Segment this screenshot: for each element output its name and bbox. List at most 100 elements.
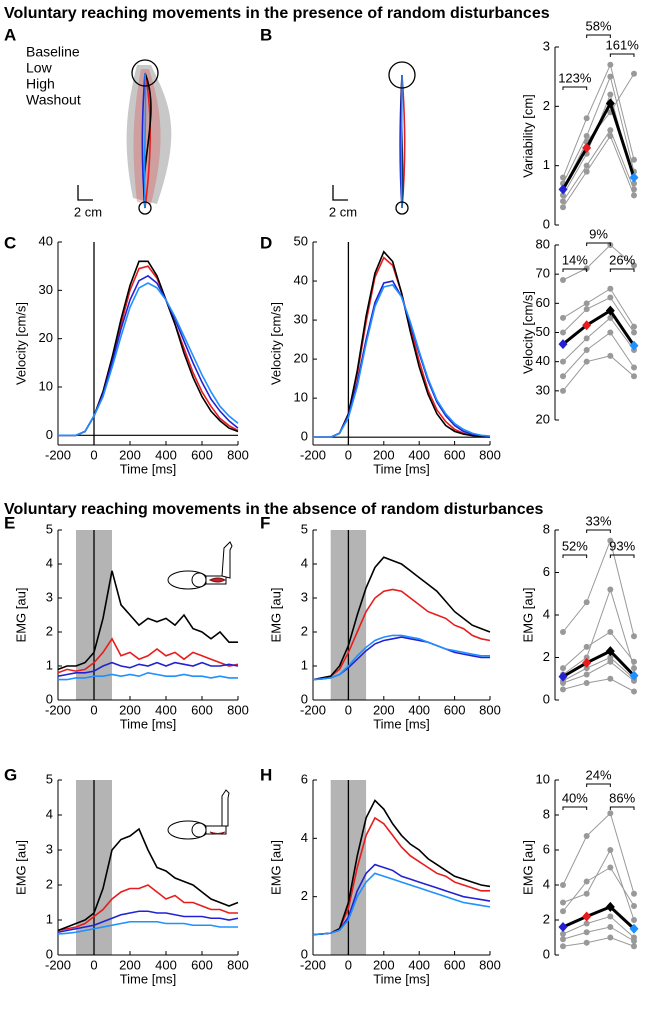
comparison-label: 9% bbox=[589, 226, 608, 241]
y-tick-label: 4 bbox=[543, 606, 550, 621]
subject-line bbox=[562, 244, 635, 281]
y-tick-label: 5 bbox=[46, 521, 53, 536]
comparison-label: 52% bbox=[562, 538, 588, 553]
subject-point bbox=[631, 323, 637, 330]
x-tick-label: 200 bbox=[119, 447, 141, 462]
target bbox=[388, 61, 416, 89]
subject-line bbox=[562, 134, 635, 208]
mean-point bbox=[558, 339, 568, 350]
subject-line bbox=[562, 915, 635, 938]
x-tick-label: 800 bbox=[479, 702, 501, 717]
subject-point bbox=[607, 352, 614, 359]
subject-point bbox=[631, 917, 637, 923]
y-tick-label: 20 bbox=[294, 351, 308, 366]
subject-point bbox=[560, 686, 566, 693]
y-axis-label: EMG [au] bbox=[13, 840, 28, 895]
y-tick-label: 10 bbox=[536, 771, 550, 786]
y-tick-label: 6 bbox=[543, 841, 550, 856]
series-line bbox=[313, 284, 491, 438]
subject-point bbox=[583, 347, 590, 353]
subject-point bbox=[560, 198, 566, 205]
forearm bbox=[221, 789, 230, 827]
subject-point bbox=[560, 931, 566, 937]
comparison-label: 26% bbox=[609, 252, 635, 267]
x-axis-label: Time [ms] bbox=[120, 971, 177, 986]
y-tick-label: 2 bbox=[301, 623, 308, 638]
muscle bbox=[209, 831, 226, 835]
subject-point bbox=[560, 174, 566, 181]
subject-point bbox=[560, 314, 566, 321]
comparison-label: 58% bbox=[585, 18, 611, 33]
subject-point bbox=[583, 306, 590, 313]
section-heading: Voluntary reaching movements in the pres… bbox=[4, 5, 550, 22]
head bbox=[191, 822, 207, 838]
subject-line bbox=[562, 936, 635, 947]
series-line bbox=[58, 282, 239, 437]
subject-point bbox=[583, 680, 590, 686]
series-line bbox=[312, 634, 490, 681]
subject-point bbox=[583, 162, 590, 169]
subject-point bbox=[631, 903, 637, 909]
comparison-label: 14% bbox=[562, 252, 588, 267]
y-tick-label: 30 bbox=[536, 382, 550, 397]
x-tick-label: -200 bbox=[300, 447, 326, 462]
y-tick-label: 6 bbox=[543, 564, 550, 579]
mean-point bbox=[605, 98, 615, 109]
y-axis-label: Velocity [cm/s] bbox=[13, 302, 28, 385]
subject-point bbox=[560, 277, 566, 283]
subject-point bbox=[631, 156, 637, 163]
x-axis-label: Time [ms] bbox=[373, 971, 430, 986]
start bbox=[138, 201, 152, 215]
subject-point bbox=[631, 262, 637, 269]
y-tick-label: 4 bbox=[46, 555, 53, 570]
subject-point bbox=[583, 599, 590, 606]
subject-line bbox=[562, 288, 635, 327]
subject-point bbox=[560, 373, 566, 380]
series-line bbox=[312, 588, 491, 681]
x-tick-label: 800 bbox=[227, 957, 249, 972]
y-tick-label: 3 bbox=[301, 589, 308, 604]
y-tick-label: 70 bbox=[536, 266, 550, 281]
subject-point bbox=[560, 192, 566, 199]
y-tick-label: 50 bbox=[536, 324, 550, 339]
y-tick-label: 40 bbox=[536, 353, 550, 368]
series-line bbox=[57, 884, 238, 932]
subject-point bbox=[631, 688, 637, 695]
comparison-bracket bbox=[609, 53, 635, 57]
y-axis-label: Velocity [cm/s] bbox=[268, 302, 283, 385]
y-tick-label: 2 bbox=[543, 911, 550, 926]
y-tick-label: 40 bbox=[39, 233, 53, 248]
subject-point bbox=[583, 168, 590, 175]
start bbox=[395, 201, 409, 215]
subject-point bbox=[607, 329, 614, 336]
subject-point bbox=[583, 920, 590, 927]
subject-point bbox=[631, 186, 637, 193]
subject-point bbox=[631, 192, 637, 199]
subject-point bbox=[631, 665, 637, 672]
y-tick-label: 20 bbox=[39, 330, 53, 345]
mean-point bbox=[582, 911, 592, 922]
subject-point bbox=[607, 934, 614, 941]
series-line bbox=[312, 556, 491, 681]
y-tick-label: 5 bbox=[301, 521, 308, 536]
mean-point bbox=[629, 670, 639, 681]
subject-point bbox=[607, 629, 614, 635]
comparison-bracket bbox=[562, 268, 588, 272]
mean-line bbox=[562, 649, 636, 678]
subject-point bbox=[607, 586, 614, 593]
subject-point bbox=[607, 285, 614, 292]
x-tick-label: 800 bbox=[479, 957, 501, 972]
y-tick-label: 2 bbox=[301, 888, 308, 903]
subject-point bbox=[607, 127, 614, 134]
series-line bbox=[57, 920, 238, 935]
x-tick-label: 600 bbox=[444, 957, 466, 972]
comparison-label: 123% bbox=[558, 70, 592, 85]
mean-point bbox=[605, 646, 615, 657]
y-tick-label: 10 bbox=[294, 390, 308, 405]
subject-point bbox=[583, 878, 590, 885]
x-tick-label: 200 bbox=[119, 702, 141, 717]
panel-letter: D bbox=[260, 233, 272, 252]
y-tick-label: 2 bbox=[543, 98, 550, 113]
mean-point bbox=[629, 172, 639, 183]
subject-line bbox=[562, 128, 635, 202]
